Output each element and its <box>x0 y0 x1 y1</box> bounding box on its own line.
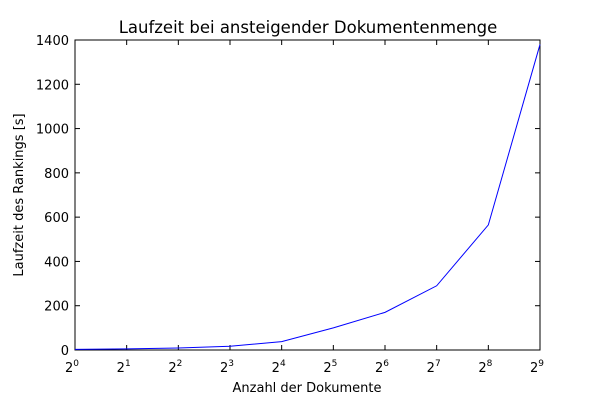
x-tick-exponent: 1 <box>125 359 131 369</box>
y-tick-label: 400 <box>44 255 69 270</box>
x-tick-label: 22 <box>168 359 182 376</box>
y-tick-label: 1400 <box>36 34 69 49</box>
y-tick-label: 0 <box>61 344 69 359</box>
x-tick-base: 2 <box>220 361 228 376</box>
x-tick-label: 20 <box>65 359 79 376</box>
x-tick-label: 26 <box>375 359 389 376</box>
chart-title: Laufzeit bei ansteigender Dokumentenmeng… <box>119 18 498 37</box>
x-tick-label: 21 <box>117 359 131 376</box>
y-tick-label: 600 <box>44 211 69 226</box>
x-tick-base: 2 <box>478 361 486 376</box>
series-line <box>74 44 541 350</box>
plot-area <box>74 39 541 351</box>
plot-frame <box>74 39 541 351</box>
y-tick-label: 800 <box>44 167 69 182</box>
x-tick-exponent: 8 <box>487 359 493 369</box>
x-tick-label: 29 <box>530 359 544 376</box>
x-axis: 20 21 22 23 24 25 26 27 28 29 <box>65 40 544 376</box>
x-tick-exponent: 7 <box>435 359 441 369</box>
x-tick-exponent: 5 <box>332 359 338 369</box>
x-tick-label: 27 <box>427 359 441 376</box>
y-tick-label: 200 <box>44 300 69 315</box>
x-tick-base: 2 <box>375 361 383 376</box>
x-tick-label: 24 <box>272 359 286 376</box>
x-tick-base: 2 <box>530 361 538 376</box>
x-tick-base: 2 <box>323 361 331 376</box>
x-tick-exponent: 0 <box>73 359 79 369</box>
x-tick-exponent: 4 <box>280 359 286 369</box>
x-tick-base: 2 <box>427 361 435 376</box>
x-tick-base: 2 <box>65 361 73 376</box>
x-tick-exponent: 2 <box>177 359 183 369</box>
x-axis-label: Anzahl der Dokumente <box>233 381 382 396</box>
x-tick-base: 2 <box>272 361 280 376</box>
y-axis: 0 200 400 600 800 1000 1200 1400 <box>36 34 540 359</box>
y-tick-label: 1200 <box>36 78 69 93</box>
x-tick-label: 28 <box>478 359 492 376</box>
x-tick-base: 2 <box>117 361 125 376</box>
x-tick-label: 25 <box>323 359 337 376</box>
x-tick-exponent: 6 <box>383 359 389 369</box>
x-tick-exponent: 3 <box>228 359 234 369</box>
x-tick-label: 23 <box>220 359 234 376</box>
series-layer <box>74 44 541 350</box>
y-tick-label: 1000 <box>36 123 69 138</box>
x-tick-base: 2 <box>168 361 176 376</box>
x-tick-exponent: 9 <box>538 359 544 369</box>
y-axis-label: Laufzeit des Rankings [s] <box>12 113 27 276</box>
